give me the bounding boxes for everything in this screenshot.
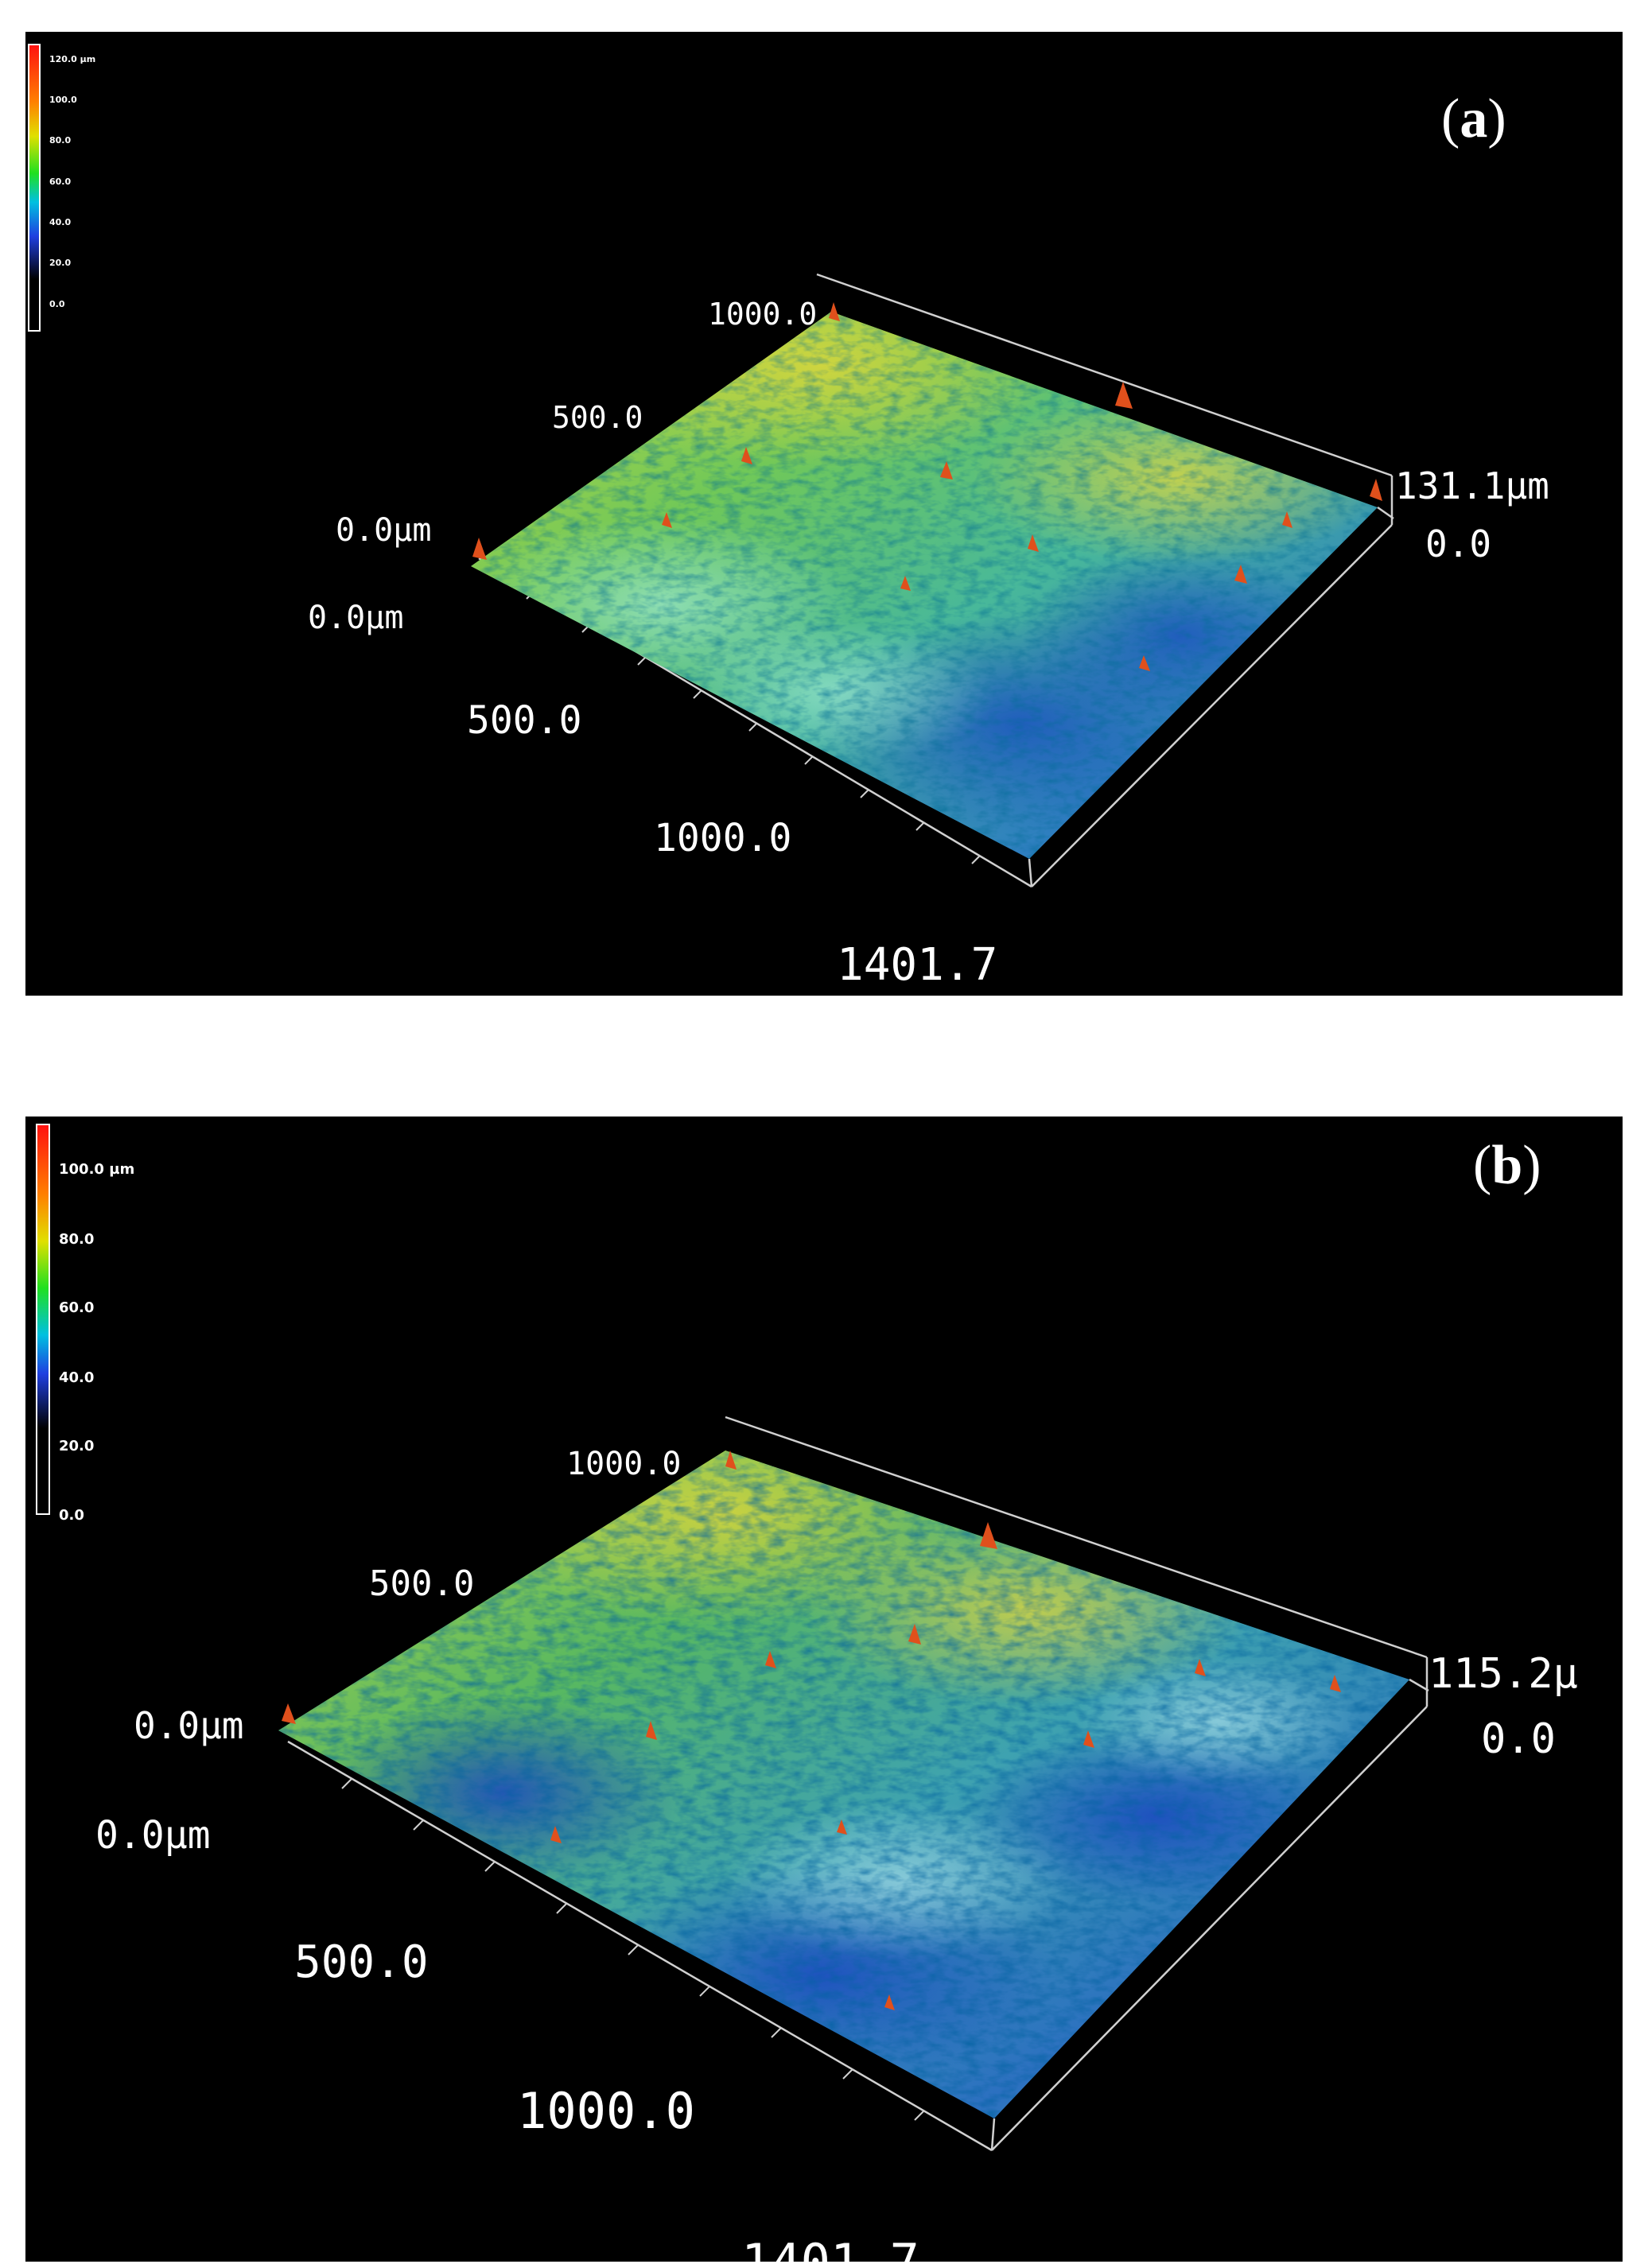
colorbar-label-b-3: 40.0: [59, 1369, 94, 1386]
x-axis-label-far-a: 1000.0: [654, 816, 791, 860]
x-axis-label-mid-a: 500.0: [467, 698, 582, 743]
z-axis-label-max-b: 115.2µ: [1428, 1650, 1578, 1698]
colorbar-a: [28, 44, 41, 332]
surface-b: [278, 1451, 1409, 2118]
surface-panel-a: 120.0 µm 100.0 80.0 60.0 40.0 20.0 0.0 (…: [25, 32, 1623, 996]
surface-panel-b: 100.0 µm 80.0 60.0 40.0 20.0 0.0 (b): [25, 1117, 1623, 2262]
z-axis-label-min-a: 0.0: [1425, 522, 1491, 565]
colorbar-label-a-5: 20.0: [49, 258, 71, 268]
colorbar-label-b-2: 60.0: [59, 1299, 94, 1316]
panel-letter-b: (b): [1473, 1135, 1541, 1196]
surface-plot-b: 100.0 µm 80.0 60.0 40.0 20.0 0.0 (b): [36, 1124, 1578, 2262]
colorbar-label-a-4: 40.0: [49, 217, 71, 227]
y-axis-label-origin-a: 0.0µm: [336, 512, 431, 549]
y-axis-label-origin-b: 0.0µm: [134, 1704, 243, 1747]
y-axis-label-mid-a: 500.0: [552, 400, 643, 435]
colorbar-label-b-5: 0.0: [59, 1507, 84, 1524]
colorbar-label-a-0: 120.0 µm: [49, 54, 95, 64]
surface-a: [471, 302, 1382, 859]
x-axis-label-end-b: 1401.7: [741, 2233, 919, 2262]
x-axis-label-origin-a: 0.0µm: [308, 600, 403, 636]
x-axis-ticks-b: [341, 1778, 925, 2121]
colorbar-label-a-1: 100.0: [49, 95, 77, 105]
x-axis-label-origin-b: 0.0µm: [95, 1813, 211, 1858]
bounding-box-b: [287, 1416, 1429, 2152]
y-axis-label-far-b: 1000.0: [566, 1446, 682, 1482]
colorbar-label-b-4: 20.0: [59, 1438, 94, 1454]
colorbar-label-b-1: 80.0: [59, 1231, 94, 1248]
x-axis-ticks-a: [526, 590, 981, 864]
x-axis-label-far-b: 1000.0: [517, 2082, 695, 2140]
x-axis-label-mid-b: 500.0: [294, 1936, 429, 1988]
y-axis-label-far-a: 1000.0: [708, 297, 817, 332]
colorbar-label-a-2: 80.0: [49, 135, 71, 146]
colorbar-b: [36, 1124, 50, 1515]
colorbar-label-b-0: 100.0 µm: [59, 1161, 134, 1178]
panel-letter-a: (a): [1441, 88, 1506, 150]
surface-plot-a: 120.0 µm 100.0 80.0 60.0 40.0 20.0 0.0 (…: [28, 44, 1549, 991]
z-axis-label-min-b: 0.0: [1481, 1715, 1556, 1763]
colorbar-label-a-3: 60.0: [49, 177, 71, 187]
x-axis-label-end-a: 1401.7: [837, 939, 997, 991]
y-axis-label-mid-b: 500.0: [369, 1563, 474, 1604]
z-axis-label-max-a: 131.1µm: [1395, 464, 1549, 507]
colorbar-label-a-6: 0.0: [49, 299, 65, 309]
